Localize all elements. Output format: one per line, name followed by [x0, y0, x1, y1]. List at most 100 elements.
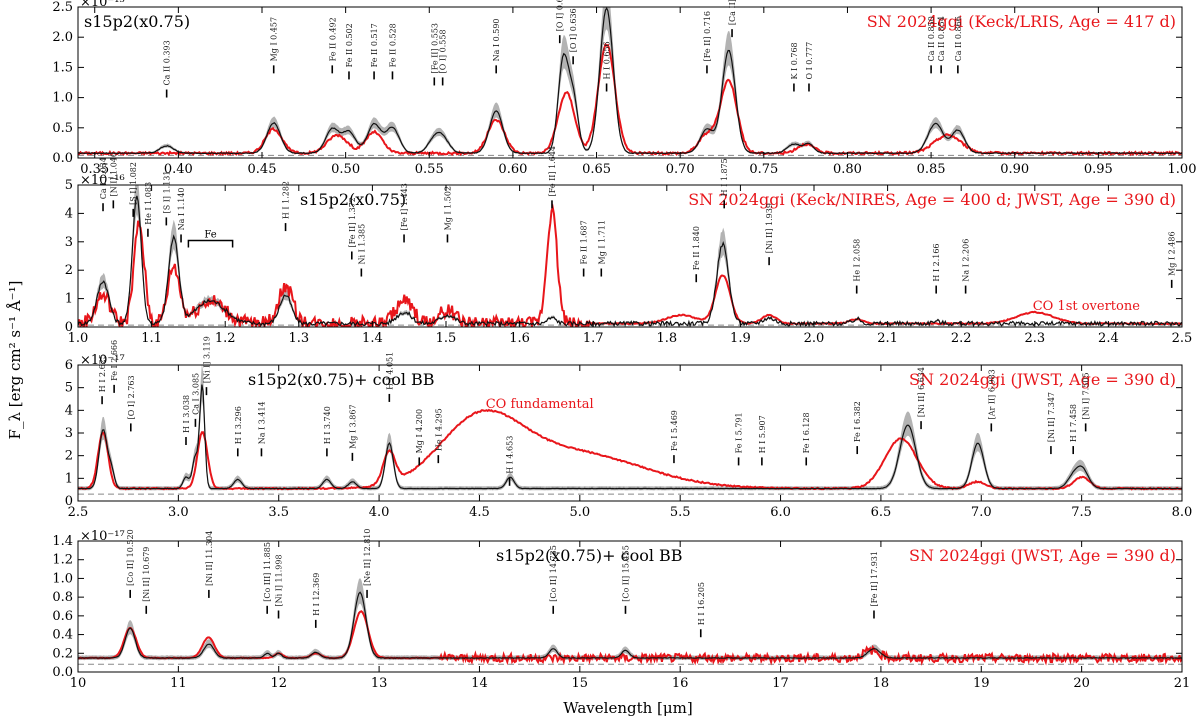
line-id-label: [N I] 1.040: [109, 152, 118, 196]
y-tick-label: 2: [65, 263, 73, 278]
panel-1: 0.35 0.40 0.45 0.50 0.55 0.60 0.65 0.70 0.75 0.80…: [52, 0, 1196, 177]
x-tick-label: 3.5: [268, 505, 289, 520]
line-id-label: [S I] 1.131: [162, 171, 171, 214]
x-tick-label: 0.55: [415, 162, 444, 177]
line-id-label: [Fe I] 1.443: [400, 183, 409, 230]
line-id-label: H I 4.051: [385, 352, 394, 390]
scale-label-1: ×10⁻¹⁵: [80, 0, 125, 10]
line-id-label: H I 0.656: [603, 41, 612, 79]
line-id-label: Mg I 2.486: [1168, 231, 1177, 275]
line-id-label: [S I] 1.082: [129, 162, 138, 205]
line-id-label: H I 16.205: [697, 582, 706, 625]
line-id-label: Na I 2.206: [962, 239, 971, 282]
line-id-label: H I 3.296: [234, 406, 243, 444]
observed-spectrum-3: [78, 408, 1182, 491]
line-id-label: Na I 0.590: [492, 18, 501, 61]
line-id-label: [Fe II] 17.931: [870, 551, 879, 607]
x-tick-label: 4.5: [469, 505, 490, 520]
x-tick-label: 1.0: [68, 331, 89, 346]
x-tick-label: 12: [270, 676, 287, 691]
x-tick-label: 1.6: [509, 331, 530, 346]
line-id-label: Na I 3.414: [258, 401, 267, 444]
line-id-label: H I 2.625: [98, 354, 107, 392]
line-id-label: [Ne II] 12.810: [363, 529, 372, 586]
line-id-label: [Ar II] 6.983: [987, 369, 996, 419]
panel-2: 1.0 1.1 1.2 1.3 1.4 1.5 1.6 1.7 1.8 1.9 2.0 2.1 2.2 2…: [65, 146, 1193, 346]
line-id-label: He I 4.295: [434, 408, 443, 451]
x-tick-label: 15: [572, 676, 589, 691]
x-tick-label: 1.2: [215, 331, 236, 346]
line-id-label: Fe I 6.382: [853, 401, 862, 442]
y-tick-label: 1.4: [52, 534, 73, 549]
line-id-label: Fe II 0.492: [328, 17, 337, 61]
x-tick-label: 13: [371, 676, 388, 691]
x-tick-label: 1.3: [288, 331, 309, 346]
x-tick-label: 1.7: [583, 331, 604, 346]
x-axis-title: Wavelength [μm]: [563, 699, 692, 717]
line-id-label: Mg I 1.502: [444, 186, 453, 230]
line-id-label: Ca I 1.034: [99, 157, 108, 199]
model-label-4: s15p2(x0.75)+ cool BB: [496, 546, 683, 565]
y-tick-label: 0.5: [52, 121, 73, 136]
line-id-label: Ca II 0.850: [927, 16, 936, 61]
plot-area-3: [78, 365, 1182, 495]
x-tick-label: 18: [873, 676, 890, 691]
x-tick-label: 0.70: [666, 162, 695, 177]
x-tick-label: 4.0: [369, 505, 390, 520]
model-label-2: s15p2(x0.75): [300, 190, 406, 209]
observed-label-3: SN 2024ggi (JWST, Age = 390 d): [909, 370, 1176, 389]
line-id-label: Fe I 6.128: [802, 412, 811, 453]
line-id-label: Fe II 0.528: [389, 23, 398, 67]
line-id-label: H I 12.369: [312, 573, 321, 616]
x-tick-label: 0.90: [1000, 162, 1029, 177]
x-tick-label: 11: [170, 676, 187, 691]
line-id-label: H I 7.458: [1069, 404, 1078, 442]
observed-spectrum-2: [78, 203, 1182, 327]
y-tick-label: 0.4: [52, 628, 73, 643]
y-tick-label: 0.0: [52, 151, 73, 166]
x-tick-label: 0.95: [1084, 162, 1113, 177]
model-spectrum-3: [78, 384, 1182, 490]
line-id-label: [Fe II] 0.716: [703, 11, 712, 61]
line-id-label: Ca II 0.393: [163, 40, 172, 85]
annotation: CO 1st overtone: [1033, 299, 1141, 314]
line-id-label: Na I 1.140: [177, 187, 186, 230]
line-id-label: [Ni II] 10.679: [142, 547, 151, 602]
line-id-label: Fe I 5.791: [735, 412, 744, 453]
line-id-label: Mg I 3.867: [348, 404, 357, 448]
x-tick-label: 0.45: [248, 162, 277, 177]
x-tick-label: 2.3: [1024, 331, 1045, 346]
y-tick-label: 2.0: [52, 30, 73, 45]
y-tick-label: 2.5: [52, 0, 73, 15]
line-id-label: Fe I 2.666: [110, 340, 119, 381]
x-tick-label: 0.50: [331, 162, 360, 177]
x-tick-label: 14: [471, 676, 488, 691]
line-id-label: [Ca II] 0.729: [728, 0, 737, 25]
line-id-label: [Ni I] 7.505: [1082, 372, 1091, 419]
line-id-label: H I 3.740: [323, 406, 332, 444]
x-tick-label: 2.5: [68, 505, 89, 520]
line-id-label: Mg I 0.457: [270, 17, 279, 61]
y-tick-label: 5: [65, 381, 73, 396]
y-tick-label: 1: [65, 292, 73, 307]
line-id-label: [Ni II] 11.304: [205, 531, 214, 586]
y-tick-label: 3: [65, 426, 73, 441]
line-id-label: [O I] 0.630: [556, 0, 565, 31]
y-tick-label: 1.0: [52, 571, 73, 586]
line-id-label: O I 0.777: [805, 42, 814, 80]
x-tick-label: 2.5: [1172, 331, 1193, 346]
line-id-label: [Ni II] 1.939: [765, 203, 774, 253]
x-tick-label: 2.0: [804, 331, 825, 346]
line-id-label: [Co III] 11.885: [263, 542, 272, 602]
y-tick-label: 2: [65, 449, 73, 464]
y-tick-label: 0.6: [52, 609, 73, 624]
line-id-label: [O I] 2.763: [127, 375, 136, 419]
y-tick-label: 1.0: [52, 91, 73, 106]
line-id-label: Ca II 0.854: [937, 16, 946, 61]
line-id-label: Mg I 1.711: [597, 220, 606, 264]
panel-3: 2.5 3.0 3.5 4.0 4.5 5.0 5.5 6.0 6.5 7.0 7.5 8.0 0 1 2 3…: [65, 336, 1193, 520]
x-tick-label: 8.0: [1172, 505, 1193, 520]
line-id-label: [Co II] 15.455: [622, 545, 631, 602]
y-axis-title: F_λ [erg cm² s⁻¹ Å⁻¹]: [6, 281, 24, 440]
annotation: CO fundamental: [486, 397, 594, 412]
